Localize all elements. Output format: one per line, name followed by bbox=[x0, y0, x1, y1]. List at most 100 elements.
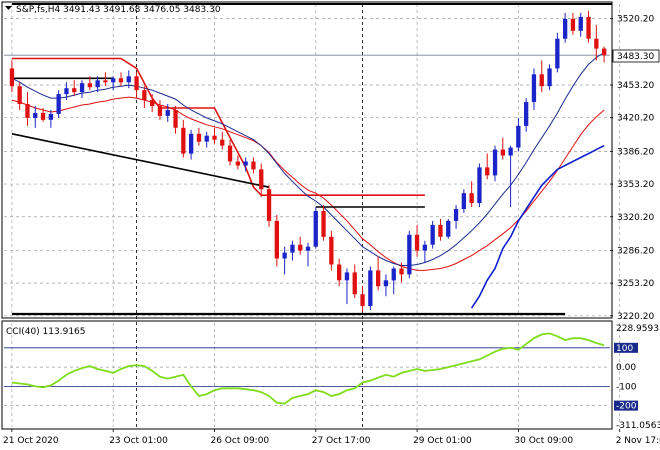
candle-body bbox=[492, 149, 498, 176]
candle-body bbox=[25, 104, 30, 118]
candle-body bbox=[461, 193, 466, 209]
candle-body bbox=[524, 102, 529, 126]
cci-title: CCI(40) 113.9165 bbox=[6, 327, 86, 337]
candle-body bbox=[87, 83, 92, 88]
candle-body bbox=[337, 264, 342, 281]
candle-body bbox=[602, 48, 607, 56]
cci-series bbox=[11, 332, 605, 405]
candle-body bbox=[446, 220, 451, 237]
candle-body bbox=[212, 135, 217, 140]
price-tick-label: 3420.20 bbox=[617, 114, 654, 124]
price-badge-label: 3483.30 bbox=[617, 52, 654, 62]
candle-body bbox=[430, 224, 435, 245]
time-axis: 21 Oct 2020 23 Oct 01:00 26 Oct 09:00 27 Oc… bbox=[3, 429, 660, 446]
time-tick-label: 30 Oct 09:00 bbox=[514, 436, 573, 446]
candle-body bbox=[516, 125, 521, 148]
candle-body bbox=[485, 167, 490, 176]
time-tick-label: 27 Oct 17:00 bbox=[312, 436, 371, 446]
cci-level-badge bbox=[614, 400, 638, 411]
price-tick-label: 3320.20 bbox=[617, 213, 654, 223]
candle-body bbox=[578, 16, 583, 31]
cci-tick-label: -311.0563 bbox=[616, 421, 660, 431]
candle-body bbox=[142, 90, 147, 101]
price-tick-label: 3453.20 bbox=[617, 81, 654, 91]
price-tick-label: 3386.20 bbox=[617, 147, 654, 157]
candle-body bbox=[220, 139, 225, 146]
symbol-dropdown-icon[interactable] bbox=[5, 6, 12, 10]
price-tick-label: 3286.20 bbox=[617, 246, 654, 256]
red-step-line bbox=[11, 57, 425, 196]
candle-body bbox=[360, 294, 365, 307]
candle-body bbox=[126, 76, 131, 83]
candle-body bbox=[531, 74, 537, 102]
candle-body bbox=[17, 86, 22, 104]
candle-body bbox=[422, 244, 427, 251]
time-tick-label: 2 Nov 17:00 bbox=[616, 436, 660, 446]
candle-body bbox=[321, 211, 326, 237]
candle-body bbox=[391, 268, 396, 281]
overlay-lines bbox=[11, 3, 612, 316]
price-badge bbox=[612, 49, 660, 63]
candle-body bbox=[111, 78, 116, 83]
candle-body bbox=[399, 268, 404, 275]
candle-body bbox=[500, 149, 505, 156]
candle-body bbox=[594, 38, 599, 49]
candle-body bbox=[547, 68, 552, 87]
candle-body bbox=[9, 68, 15, 87]
candle-body bbox=[157, 106, 163, 116]
symbol-title: S&P,fs,H4 3491.43 3491.68 3476.05 3483.3… bbox=[16, 5, 221, 15]
candle-body bbox=[570, 18, 576, 31]
candle-body bbox=[344, 272, 350, 281]
candle-body bbox=[290, 244, 295, 253]
candle-body bbox=[204, 135, 209, 142]
candle-body bbox=[368, 270, 373, 307]
candle-body bbox=[196, 133, 202, 142]
candlestick-series bbox=[9, 10, 607, 313]
candle-body bbox=[407, 234, 412, 275]
candle-body bbox=[508, 147, 513, 156]
candle-body bbox=[352, 272, 357, 295]
cci-tick-label: 100 bbox=[616, 344, 633, 354]
cci-tick-label: -100 bbox=[616, 382, 637, 392]
candle-body bbox=[313, 211, 318, 247]
candle-body bbox=[95, 80, 100, 88]
candle-body bbox=[282, 252, 287, 259]
candle-body bbox=[165, 110, 170, 116]
candle-body bbox=[259, 169, 264, 190]
candle-body bbox=[274, 220, 279, 259]
time-tick-label: 26 Oct 09:00 bbox=[210, 436, 269, 446]
candle-body bbox=[383, 280, 389, 287]
candle-body bbox=[72, 88, 77, 93]
candle-body bbox=[438, 224, 443, 237]
price-tick-label: 3220.20 bbox=[617, 312, 654, 322]
price-tick-label: 3520.20 bbox=[617, 15, 654, 25]
candle-body bbox=[563, 18, 568, 39]
candle-body bbox=[103, 80, 108, 83]
candle-body bbox=[235, 161, 240, 166]
price-tick-label: 3353.20 bbox=[617, 180, 654, 190]
time-tick-label: 21 Oct 2020 bbox=[3, 436, 59, 446]
candle-body bbox=[243, 161, 248, 166]
main-panel-frame bbox=[1, 1, 613, 319]
candle-body bbox=[539, 74, 544, 87]
candle-body bbox=[298, 244, 303, 251]
ma-navy-line bbox=[11, 52, 605, 266]
candle-body bbox=[173, 110, 178, 128]
candle-body bbox=[118, 78, 124, 83]
cci-tick-label: 228.9593 bbox=[616, 324, 659, 334]
cci-panel-frame bbox=[1, 320, 613, 430]
cci-line bbox=[11, 332, 605, 405]
price-tick-label: 3253.20 bbox=[617, 279, 654, 289]
candle-body bbox=[56, 94, 61, 114]
grid-lines bbox=[4, 4, 621, 427]
candle-body bbox=[33, 113, 38, 118]
candle-body bbox=[251, 161, 256, 170]
candle-body bbox=[64, 88, 69, 95]
time-tick-label: 23 Oct 01:00 bbox=[109, 436, 168, 446]
candle-body bbox=[266, 189, 272, 221]
candle-body bbox=[453, 209, 459, 221]
candle-body bbox=[329, 236, 334, 265]
cci-tick-label: -200 bbox=[616, 402, 637, 412]
candle-body bbox=[79, 83, 85, 93]
